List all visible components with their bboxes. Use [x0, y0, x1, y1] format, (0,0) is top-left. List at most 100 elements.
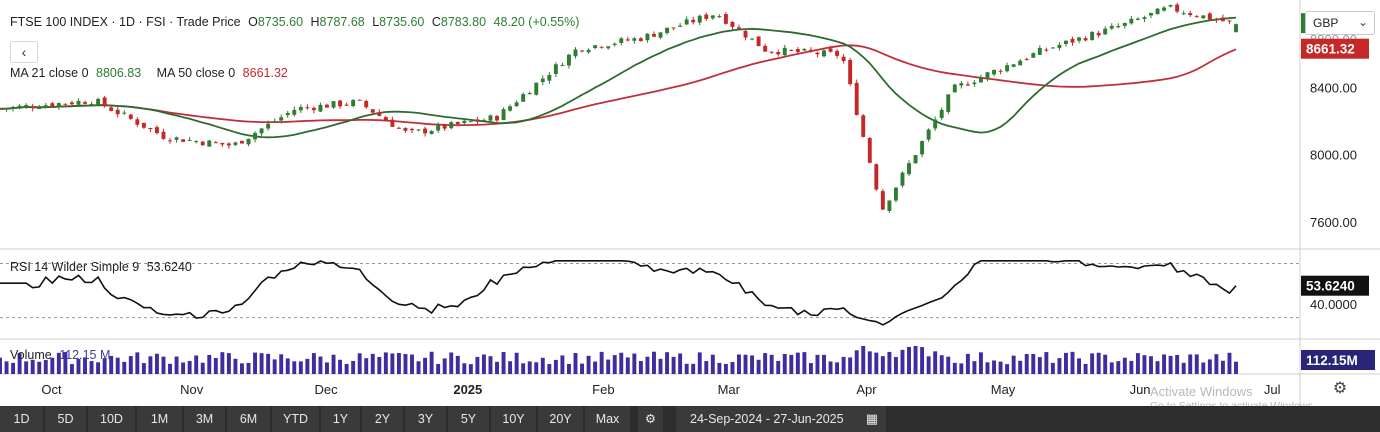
candle-body [645, 33, 650, 41]
candle-body [17, 105, 22, 109]
timeframe-settings-icon[interactable]: ⚙ [638, 406, 664, 432]
chart-canvas[interactable]: 8400.008000.007600.008800.008783.808661.… [0, 0, 1380, 406]
volume-bar [1234, 361, 1238, 374]
candle-body [1083, 38, 1088, 41]
volume-bar [462, 363, 467, 374]
timeframe-button-10y[interactable]: 10Y [491, 406, 537, 432]
candle-body [920, 141, 925, 155]
candle-body [1227, 20, 1232, 22]
candle-body [1175, 4, 1180, 12]
candle-body [566, 54, 571, 66]
volume-bar [1188, 354, 1193, 374]
chart-title: FTSE 100 INDEX · 1D · FSI · Trade Price [10, 15, 241, 29]
candle-body [390, 119, 395, 127]
candle-body [43, 105, 48, 108]
candle-body [1109, 25, 1114, 29]
candle-body [782, 47, 787, 56]
ma50-value: 8661.32 [242, 66, 288, 80]
timeframe-button-1m[interactable]: 1M [137, 406, 183, 432]
candle-body [1077, 37, 1082, 41]
volume-bar [684, 363, 689, 374]
calendar-icon[interactable]: ▦ [865, 411, 878, 426]
candle-body [1135, 18, 1140, 20]
ma21-label: MA 21 close 0 [10, 66, 89, 80]
time-axis-label-feb: Feb [592, 382, 614, 397]
volume-bar [828, 361, 833, 374]
timeframe-button-ytd[interactable]: YTD [272, 406, 320, 432]
volume-bar [1024, 354, 1029, 374]
volume-bar [952, 362, 957, 374]
timeframe-button-10d[interactable]: 10D [88, 406, 136, 432]
candle-body [763, 45, 768, 52]
candle-body [37, 108, 42, 110]
timeframe-button-6m[interactable]: 6M [227, 406, 271, 432]
timeframe-button-20y[interactable]: 20Y [538, 406, 584, 432]
volume-bar [521, 363, 526, 374]
volume-bar [423, 357, 428, 374]
volume-bar [795, 352, 800, 374]
candle-body [521, 94, 526, 102]
rsi-label: RSI 14 Wilder Simple 9 [10, 260, 140, 274]
candle-body [187, 139, 192, 141]
candle-body [1070, 38, 1075, 43]
volume-bar [377, 356, 382, 374]
volume-bar [861, 346, 866, 374]
candle-body [1129, 18, 1134, 24]
timeframe-button-5d[interactable]: 5D [45, 406, 87, 432]
candle-body [992, 69, 996, 75]
candle-body [69, 102, 74, 105]
time-axis-label-nov: Nov [180, 382, 204, 397]
candle-body [1096, 32, 1101, 36]
volume-bar [122, 361, 127, 374]
rsi-legend: RSI 14 Wilder Simple 9 53.6240 [10, 260, 196, 274]
candle-body [952, 84, 957, 93]
price-axis-tick: 7600.00 [1310, 215, 1357, 230]
candle-body [900, 172, 905, 186]
candle-body [652, 33, 656, 37]
timeframe-button-5y[interactable]: 5Y [448, 406, 490, 432]
volume-bar [619, 352, 624, 374]
volume-bar [148, 356, 153, 374]
volume-bar [213, 358, 218, 374]
candle-body [396, 127, 401, 129]
candle-body [364, 100, 369, 108]
date-to: 27-Jun-2025 [773, 412, 844, 426]
timeframe-button-2y[interactable]: 2Y [362, 406, 404, 432]
candle-body [462, 120, 467, 124]
candle-body [808, 49, 813, 52]
timeframe-button-max[interactable]: Max [585, 406, 631, 432]
volume-bar [141, 363, 146, 374]
chart-area[interactable]: 8400.008000.007600.008800.008783.808661.… [0, 0, 1380, 412]
volume-bar [723, 363, 728, 374]
volume-bar [887, 351, 892, 374]
ohlc-open-label: O [248, 15, 258, 29]
volume-bar [240, 363, 244, 374]
currency-select[interactable]: GBP ⌄ [1305, 11, 1375, 35]
date-range-picker[interactable]: 24-Sep-2024 - 27-Jun-2025 ▦ [676, 406, 886, 432]
candle-body [750, 38, 755, 40]
timeframe-button-3y[interactable]: 3Y [405, 406, 447, 432]
ohlc-close-label: C [431, 15, 441, 29]
collapse-legend-button[interactable]: ‹ [10, 41, 38, 63]
timeframe-button-3m[interactable]: 3M [184, 406, 226, 432]
volume-bar [207, 354, 212, 374]
volume-bar [1077, 358, 1082, 374]
candle-body [416, 129, 421, 131]
candle-body [854, 82, 859, 116]
candle-body [325, 104, 329, 108]
volume-bar [76, 358, 81, 374]
time-axis-label-2025: 2025 [453, 382, 482, 397]
candle-body [913, 155, 918, 164]
settings-icon[interactable]: ⚙ [1332, 380, 1348, 397]
volume-bar [226, 353, 231, 374]
volume-bar [1070, 351, 1075, 374]
candle-body [455, 121, 460, 125]
volume-bar [743, 354, 748, 374]
timeframe-button-1y[interactable]: 1Y [321, 406, 361, 432]
candle-body [985, 72, 990, 79]
volume-bar [671, 356, 676, 374]
volume-bar [1162, 354, 1167, 374]
timeframe-button-1d[interactable]: 1D [0, 406, 44, 432]
candle-body [1031, 53, 1036, 58]
volume-bar [763, 353, 768, 374]
